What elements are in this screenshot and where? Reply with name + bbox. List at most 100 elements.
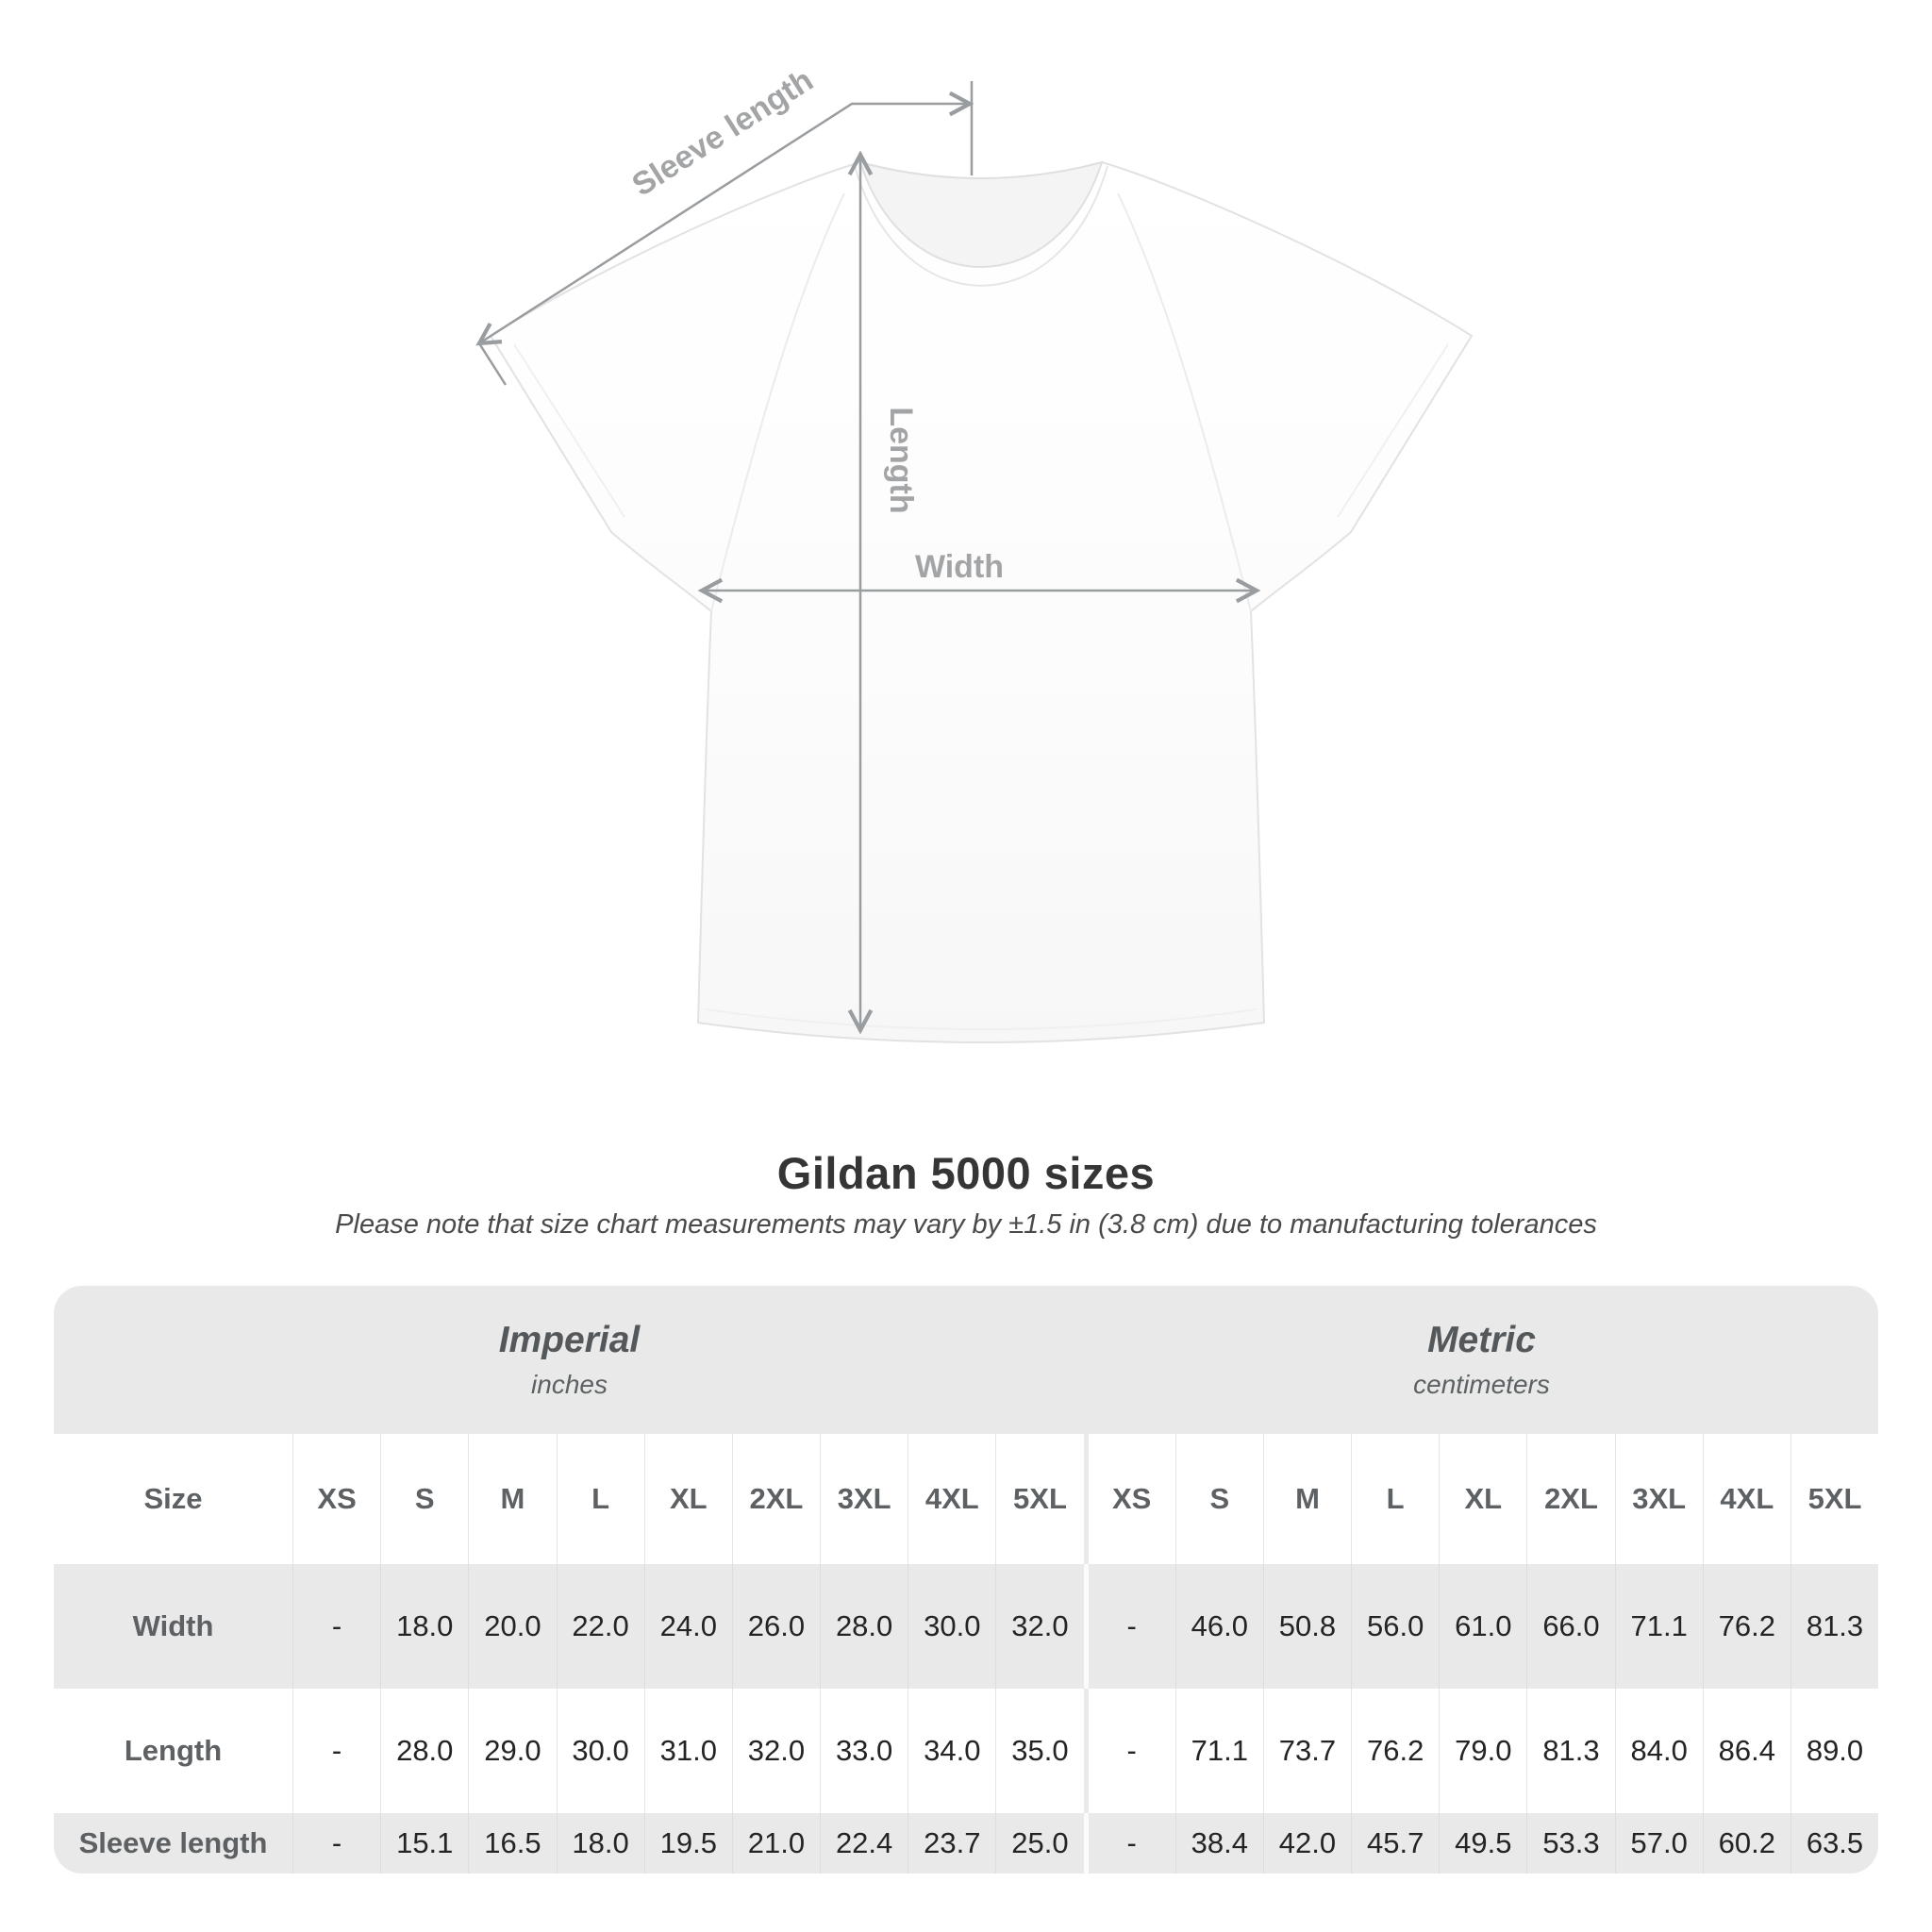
size-header-cell: S bbox=[380, 1434, 468, 1564]
sleeve-length-arrow-extension bbox=[477, 342, 508, 386]
table-cell: 31.0 bbox=[643, 1689, 732, 1813]
table-row-length: Length -28.0 29.0 30.0 31.0 32.0 33.0 34.0 35.0… bbox=[54, 1689, 1878, 1813]
size-header-cell: 3XL bbox=[1614, 1434, 1703, 1564]
table-cell: 23.7 bbox=[908, 1813, 995, 1874]
length-label: Length bbox=[883, 407, 919, 513]
size-header-cell: M bbox=[1262, 1434, 1351, 1564]
size-header-cell: L bbox=[1351, 1434, 1439, 1564]
table-cell: - bbox=[292, 1564, 380, 1689]
size-header-cell: 5XL bbox=[1790, 1434, 1878, 1564]
table-cell: 15.1 bbox=[380, 1813, 468, 1874]
size-header-cell: XS bbox=[1083, 1434, 1175, 1564]
metric-header: Metric centimeters bbox=[1085, 1286, 1878, 1434]
size-header-cell: S bbox=[1174, 1434, 1263, 1564]
table-cell: 79.0 bbox=[1439, 1689, 1526, 1813]
row-cells: -15.1 16.5 18.0 19.5 21.0 22.4 23.7 25.0-38.4 42… bbox=[292, 1813, 1878, 1874]
row-label: Length bbox=[124, 1734, 223, 1767]
table-cell: 33.0 bbox=[820, 1689, 908, 1813]
table-cell: 32.0 bbox=[995, 1564, 1083, 1689]
table-cell: 50.8 bbox=[1262, 1564, 1351, 1689]
table-cell: 32.0 bbox=[731, 1689, 820, 1813]
table-cell: 71.1 bbox=[1614, 1564, 1703, 1689]
right-sleeve-seam bbox=[1117, 192, 1252, 612]
table-cell: 38.4 bbox=[1174, 1813, 1263, 1874]
table-cell: 21.0 bbox=[731, 1813, 820, 1874]
size-header-cell: L bbox=[556, 1434, 644, 1564]
table-cell: 81.3 bbox=[1790, 1564, 1878, 1689]
metric-unit: centimeters bbox=[1413, 1370, 1550, 1399]
table-cell: - bbox=[1083, 1564, 1175, 1689]
size-column-header: Size bbox=[143, 1482, 203, 1515]
hem-stitch bbox=[705, 1008, 1257, 1030]
row-label: Width bbox=[132, 1609, 214, 1642]
table-cell: 24.0 bbox=[643, 1564, 732, 1689]
width-label: Width bbox=[915, 549, 1004, 585]
table-cell: 57.0 bbox=[1614, 1813, 1703, 1874]
table-cell: 30.0 bbox=[908, 1564, 995, 1689]
size-header-cell: 4XL bbox=[908, 1434, 995, 1564]
tshirt-illustration bbox=[489, 160, 1474, 1043]
table-cell: - bbox=[292, 1813, 380, 1874]
row-cells: -28.0 29.0 30.0 31.0 32.0 33.0 34.0 35.0-71.1 73… bbox=[292, 1689, 1878, 1813]
table-cell: 28.0 bbox=[820, 1564, 908, 1689]
table-cell: 26.0 bbox=[731, 1564, 820, 1689]
table-cell: 81.3 bbox=[1526, 1689, 1614, 1813]
row-cells: -18.0 20.0 22.0 24.0 26.0 28.0 30.0 32.0-46.0 50… bbox=[292, 1564, 1878, 1689]
table-row-sleeve-length: Sleeve length -15.1 16.5 18.0 19.5 21.0 22.4 2… bbox=[54, 1813, 1878, 1874]
table-cell: 56.0 bbox=[1351, 1564, 1439, 1689]
table-cell: 18.0 bbox=[556, 1813, 644, 1874]
left-cuff-stitch bbox=[513, 343, 625, 518]
table-cell: 46.0 bbox=[1174, 1564, 1263, 1689]
sleeve-length-arrow bbox=[475, 91, 974, 346]
table-cell: 89.0 bbox=[1790, 1689, 1878, 1813]
size-header-cell: 2XL bbox=[731, 1434, 820, 1564]
size-header-cell: M bbox=[468, 1434, 556, 1564]
imperial-unit: inches bbox=[531, 1370, 608, 1399]
table-cell: 34.0 bbox=[908, 1689, 995, 1813]
row-label: Sleeve length bbox=[78, 1826, 268, 1859]
table-cell: 18.0 bbox=[380, 1564, 468, 1689]
table-cell: 76.2 bbox=[1702, 1564, 1790, 1689]
table-cell: 53.3 bbox=[1526, 1813, 1614, 1874]
table-cell: 49.5 bbox=[1439, 1813, 1526, 1874]
table-cell: 35.0 bbox=[995, 1689, 1083, 1813]
table-cell: 29.0 bbox=[468, 1689, 556, 1813]
table-cell: 86.4 bbox=[1702, 1689, 1790, 1813]
table-row-width: Width -18.0 20.0 22.0 24.0 26.0 28.0 30.0 32.0-… bbox=[54, 1564, 1878, 1689]
table-cell: 61.0 bbox=[1439, 1564, 1526, 1689]
size-header-cells: XS S M L XL 2XL 3XL 4XL 5XL XS S M L XL 2XL 3XL 4XL 5XL bbox=[292, 1434, 1878, 1564]
table-cell: 22.0 bbox=[556, 1564, 644, 1689]
tshirt-body bbox=[489, 160, 1474, 1043]
size-header-cell: 2XL bbox=[1526, 1434, 1614, 1564]
size-header-cell: XS bbox=[292, 1434, 380, 1564]
table-cell: 66.0 bbox=[1526, 1564, 1614, 1689]
table-cell: 20.0 bbox=[468, 1564, 556, 1689]
right-cuff-stitch bbox=[1337, 343, 1449, 518]
metric-name: Metric bbox=[1427, 1320, 1536, 1360]
table-cell: - bbox=[1083, 1689, 1175, 1813]
imperial-name: Imperial bbox=[498, 1320, 641, 1360]
page-title: Gildan 5000 sizes bbox=[776, 1148, 1156, 1198]
table-cell: 76.2 bbox=[1351, 1689, 1439, 1813]
table-cell: 16.5 bbox=[468, 1813, 556, 1874]
table-cell: - bbox=[292, 1689, 380, 1813]
size-header-cell: 3XL bbox=[820, 1434, 908, 1564]
table-cell: 42.0 bbox=[1262, 1813, 1351, 1874]
size-table: Imperial inches Metric centimeters Size … bbox=[54, 1286, 1878, 1874]
size-header-cell: XL bbox=[1439, 1434, 1526, 1564]
table-cell: 73.7 bbox=[1262, 1689, 1351, 1813]
table-cell: 60.2 bbox=[1702, 1813, 1790, 1874]
table-cell: 30.0 bbox=[556, 1689, 644, 1813]
size-header-cell: 4XL bbox=[1702, 1434, 1790, 1564]
size-header-row: Size XS S M L XL 2XL 3XL 4XL 5XL XS S M L XL 2XL 3XL 4XL… bbox=[54, 1434, 1878, 1564]
unit-header-band: Imperial inches Metric centimeters bbox=[54, 1286, 1878, 1434]
size-header-cell: 5XL bbox=[995, 1434, 1083, 1564]
sleeve-length-label: Sleeve length bbox=[625, 62, 819, 204]
dimension-lines bbox=[475, 81, 1261, 1035]
table-cell: 84.0 bbox=[1614, 1689, 1703, 1813]
table-cell: 28.0 bbox=[380, 1689, 468, 1813]
table-cell: - bbox=[1083, 1813, 1175, 1874]
table-cell: 63.5 bbox=[1790, 1813, 1878, 1874]
table-cell: 45.7 bbox=[1351, 1813, 1439, 1874]
